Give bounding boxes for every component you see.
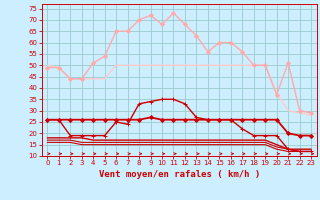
X-axis label: Vent moyen/en rafales ( km/h ): Vent moyen/en rafales ( km/h ) <box>99 170 260 179</box>
